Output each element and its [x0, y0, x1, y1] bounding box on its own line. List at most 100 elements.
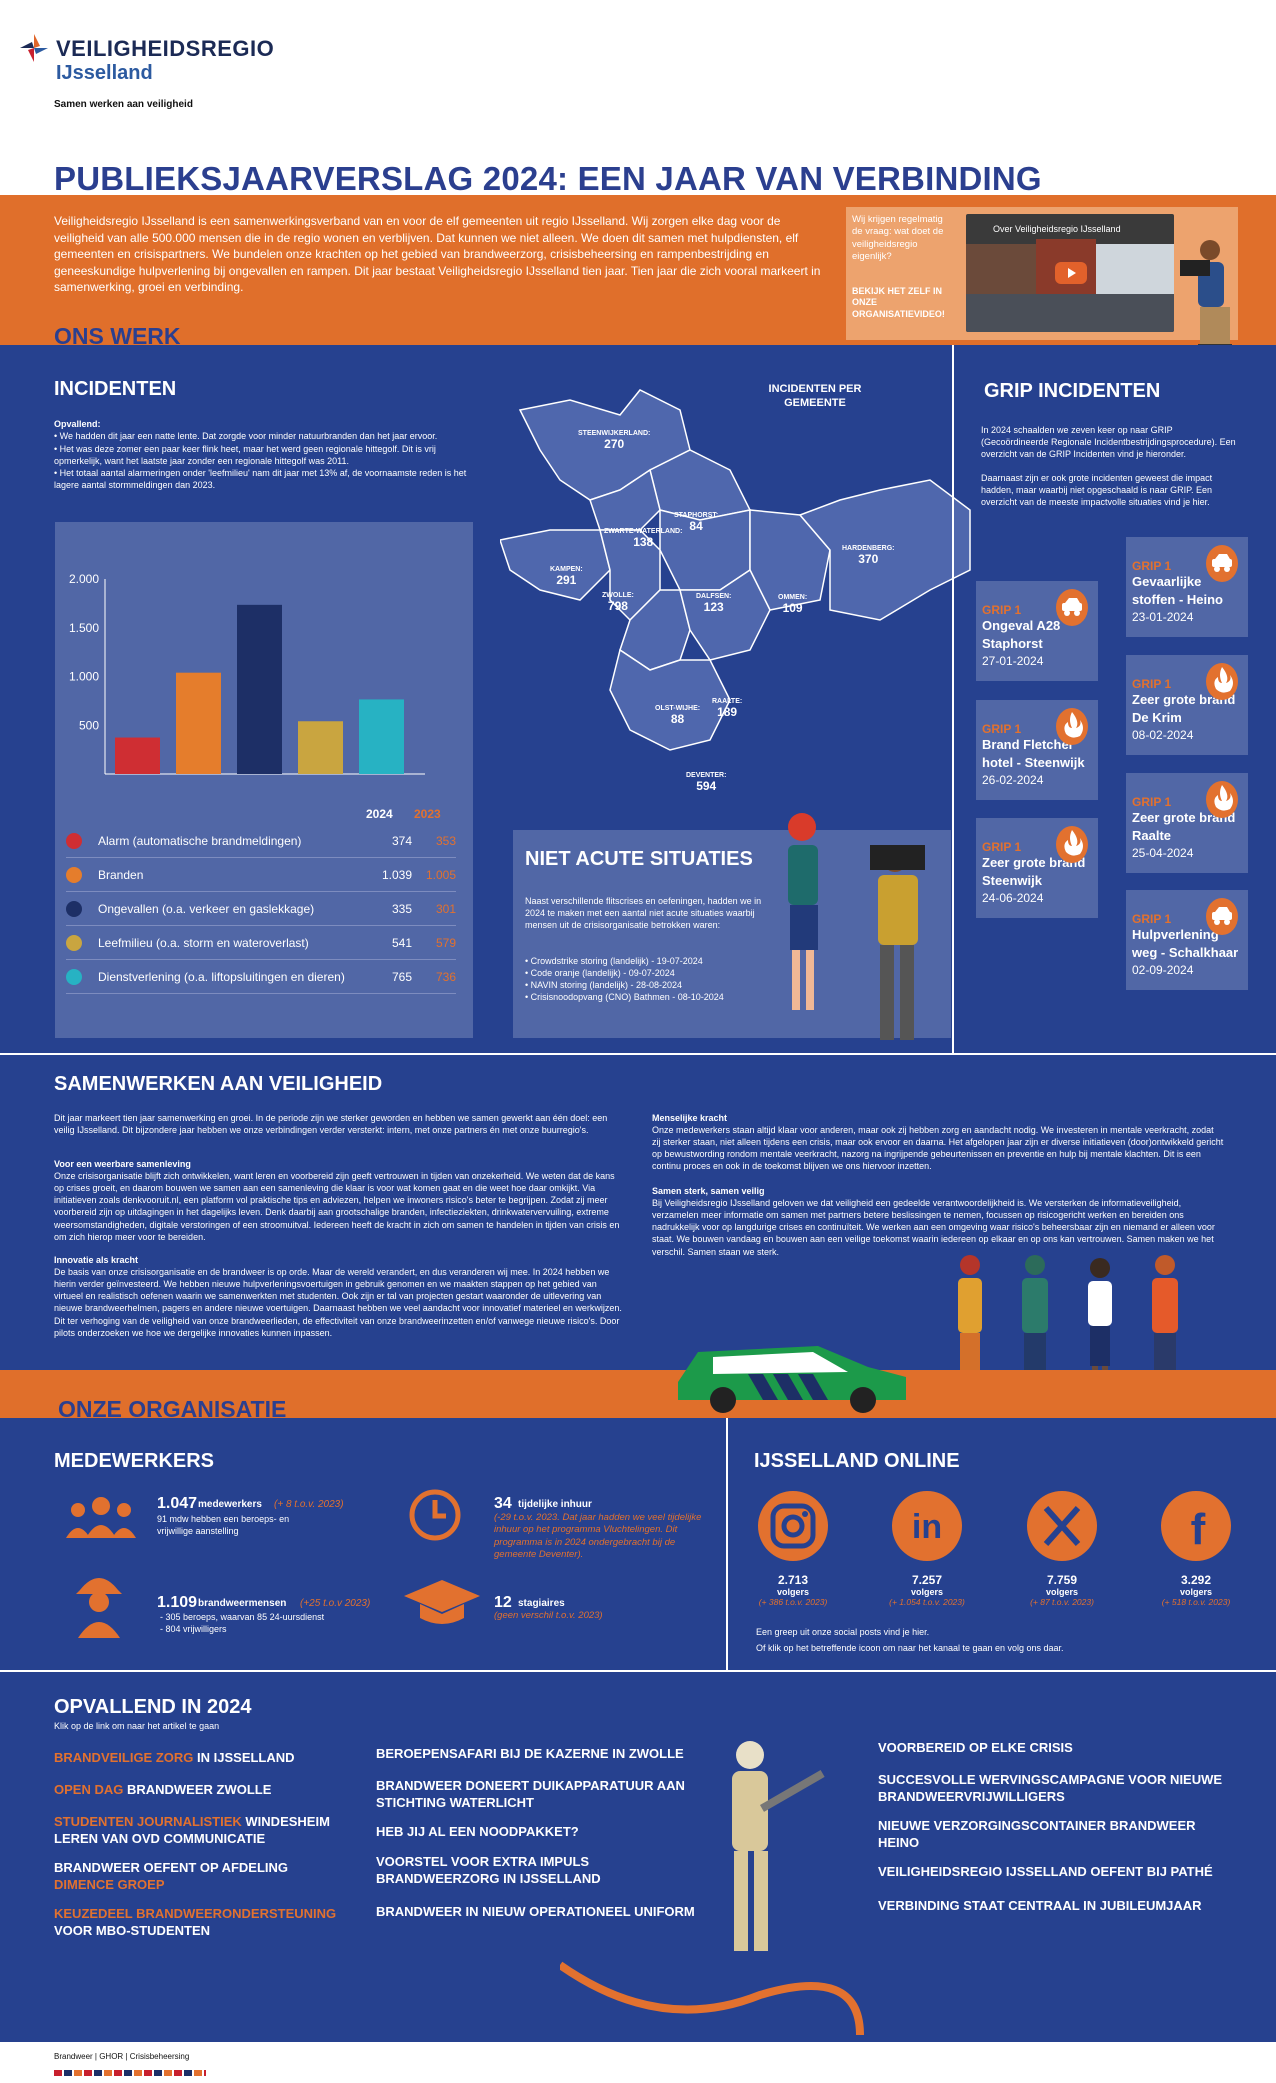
map-label: RAALTE: 189 — [712, 698, 743, 719]
samen-h2: Voor een weerbare samenleving — [54, 1159, 191, 1169]
grip-date: 08-02-2024 — [1132, 728, 1194, 743]
grip-level: GRIP 1 — [1132, 795, 1172, 809]
followers-label: volgers — [776, 1587, 809, 1597]
car-crash-icon — [1062, 598, 1082, 616]
grip-incident-title: Gevaarlijke stoffen - Heino — [1132, 574, 1223, 607]
legend-row: Branden 1.039 1.005 — [66, 858, 456, 892]
grip-card[interactable]: GRIP 1 Zeer grote brand Steenwijk 24-06-20… — [976, 818, 1098, 918]
news-link[interactable]: STUDENTEN JOURNALISTIEK WINDESHEIM LEREN… — [54, 1814, 354, 1848]
grip-text: In 2024 schaalden we zeven keer op naar … — [981, 425, 1236, 460]
social-item[interactable]: 2.713 volgers (+ 386 t.o.v. 2023) — [757, 1490, 829, 1607]
news-link[interactable]: VEILIGHEIDSREGIO IJSSELLAND OEFENT BIJ P… — [878, 1864, 1213, 1879]
opvallend-label: Opvallend: — [54, 419, 101, 429]
graduation-cap-icon — [404, 1580, 480, 1624]
play-button[interactable] — [1055, 262, 1087, 284]
region-deventer — [609, 648, 731, 751]
incidenten-bullet: • We hadden dit jaar een natte lente. Da… — [54, 431, 438, 441]
facebook-icon[interactable]: f — [1160, 1490, 1232, 1562]
legend-dot — [66, 934, 82, 951]
grip-card[interactable]: GRIP 1 Hulpverlening weg - Schalkhaar 02-0… — [1126, 890, 1248, 990]
online-footer[interactable]: Een greep uit onze social posts vind je … — [756, 1627, 930, 1637]
news-link[interactable]: OPEN DAG BRANDWEER ZWOLLE — [54, 1782, 354, 1799]
fire-icon — [1214, 667, 1233, 693]
brandweermensen-delta: (+25 t.o.v 2023) — [300, 1598, 371, 1609]
samen-h5: Samen sterk, samen veilig — [652, 1186, 765, 1196]
stagiaires-count: 12 — [494, 1594, 512, 1611]
map-label: OLST-WIJHE: 88 — [655, 705, 701, 726]
value-2023: 1.005 — [425, 867, 456, 882]
incidents-bar-chart: 2.000 1.500 1.000 500 — [69, 572, 425, 775]
followers-label: volgers — [1045, 1587, 1078, 1597]
news-link[interactable]: BRANDWEER IN NIEUW OPERATIONEEL UNIFORM — [376, 1904, 695, 1919]
news-link[interactable]: VOORSTEL VOOR EXTRA IMPULS BRANDWEERZORG… — [376, 1854, 601, 1886]
x-icon[interactable] — [1026, 1490, 1098, 1562]
niet-acute-item: • NAVIN storing (landelijk) - 28-08-2024 — [525, 980, 683, 990]
video-cta[interactable]: BEKIJK HET ZELF IN ONZE ORGANISATIEVIDEO… — [852, 286, 945, 319]
ijsselland-map — [500, 389, 971, 751]
grip-card[interactable]: GRIP 1 Ongeval A28 Staphorst 27-01-2024 — [976, 581, 1098, 681]
firefighter-icon — [76, 1578, 122, 1638]
legend-dot — [66, 832, 82, 849]
grip-card[interactable]: GRIP 1 Zeer grote brand De Krim 08-02-2024 — [1126, 655, 1248, 755]
news-link-text: BRANDWEER ZWOLLE — [123, 1782, 272, 1797]
social-item[interactable]: 7.759 volgers (+ 87 t.o.v. 2023) — [1026, 1490, 1098, 1607]
medewerkers-delta: (+ 8 t.o.v. 2023) — [274, 1499, 344, 1510]
news-link[interactable]: SUCCESVOLLE WERVINGSCAMPAGNE VOOR NIEUWE… — [878, 1772, 1223, 1804]
col-2023: 2023 — [414, 807, 441, 821]
news-link[interactable]: VERBINDING STAAT CENTRAAL IN JUBILEUMJAA… — [878, 1898, 1202, 1913]
map-label: STAPHORST: 84 — [674, 512, 719, 533]
col-2024: 2024 — [366, 807, 393, 821]
footer-stripe — [54, 2070, 206, 2076]
grip-level: GRIP 1 — [982, 603, 1022, 617]
stagiaires-delta: (geen verschil t.o.v. 2023) — [494, 1610, 603, 1621]
news-link[interactable]: BRANDWEER DONEERT DUIKAPPARATUUR AAN STI… — [376, 1778, 685, 1810]
news-link[interactable]: KEUZEDEEL BRANDWEERONDERSTEUNING VOOR MB… — [54, 1906, 354, 1940]
samenwerken-section — [0, 1053, 1276, 1370]
online-footer-2: Of klik op het betreffende icoon om naar… — [756, 1643, 1064, 1653]
opvallend-title: OPVALLEND IN 2024 — [54, 1696, 252, 1718]
legend-label: Ongevallen (o.a. verkeer en gaslekkage) — [98, 901, 315, 916]
instagram-icon[interactable] — [757, 1490, 829, 1562]
linkedin-icon[interactable]: in — [891, 1490, 963, 1562]
news-link[interactable]: HEB JIJ AL EEN NOODPAKKET? — [376, 1824, 579, 1839]
grip-card[interactable]: GRIP 1 Zeer grote brand Raalte 25-04-2024 — [1126, 773, 1248, 873]
map-label: HARDENBERG: 370 — [842, 545, 895, 566]
legend-row: Leefmilieu (o.a. storm en wateroverlast)… — [66, 926, 456, 960]
news-link[interactable]: BEROEPENSAFARI BIJ DE KAZERNE IN ZWOLLE — [376, 1746, 684, 1761]
map-label: DEVENTER: 594 — [686, 772, 727, 793]
online-title: IJSSELLAND ONLINE — [754, 1450, 960, 1472]
news-link-text: BRANDWEER OEFENT OP AFDELING — [54, 1860, 289, 1875]
news-link-highlight: OPEN DAG — [54, 1782, 124, 1797]
news-link[interactable]: VOORBEREID OP ELKE CRISIS — [878, 1740, 1073, 1755]
y-tick-label: 500 — [79, 718, 99, 732]
follower-delta: (+ 87 t.o.v. 2023) — [1030, 1597, 1094, 1607]
cameraman-illustration — [1180, 232, 1238, 357]
value-2023: 301 — [435, 901, 456, 916]
grip-card[interactable]: GRIP 1 Gevaarlijke stoffen - Heino 23-01-2… — [1126, 537, 1248, 637]
news-link-highlight: BRANDVEILIGE ZORG — [54, 1750, 194, 1765]
grip-card[interactable]: GRIP 1 Brand Fletcher hotel - Steenwijk 26… — [976, 700, 1098, 800]
follower-count: 7.257 — [911, 1573, 943, 1587]
niet-acute-item: • Code oranje (landelijk) - 09-07-2024 — [525, 968, 675, 978]
value-2024: 765 — [391, 969, 412, 984]
samen-p2: Onze crisisorganisatie blijft zich ontwi… — [54, 1171, 620, 1242]
brandweermensen-sub: - 804 vrijwilligers — [160, 1624, 227, 1634]
map-label: STEENWIJKERLAND: 270 — [578, 430, 651, 451]
reporter-illustration — [788, 813, 925, 1040]
grip-icon-wrap — [1056, 589, 1088, 626]
fire-icon — [1064, 830, 1083, 856]
social-item[interactable]: in 7.257 volgers (+ 1.054 t.o.v. 2023) — [889, 1490, 965, 1607]
divider — [726, 1418, 728, 1670]
incidenten-bullet: • Het was deze zomer een paar keer flink… — [54, 444, 436, 467]
region-hardenberg — [798, 479, 971, 621]
news-link[interactable]: BRANDWEER OEFENT OP AFDELING DIMENCE GRO… — [54, 1860, 354, 1894]
brandweermensen-label: brandweermensen — [198, 1598, 287, 1609]
ons-werk-title: ONS WERK — [54, 323, 181, 349]
news-link[interactable]: NIEUWE VERZORGINGSCONTAINER BRANDWEER HE… — [878, 1818, 1196, 1850]
grip-incident-title: Hulpverlening weg - Schalkhaar — [1132, 927, 1239, 960]
news-link[interactable]: BRANDVEILIGE ZORG IN IJSSELLAND — [54, 1750, 354, 1767]
social-item[interactable]: f 3.292 volgers (+ 518 t.o.v. 2023) — [1160, 1490, 1232, 1607]
fire-icon — [1064, 712, 1083, 738]
organisatie-band — [0, 1370, 1276, 1418]
bar — [298, 721, 343, 774]
